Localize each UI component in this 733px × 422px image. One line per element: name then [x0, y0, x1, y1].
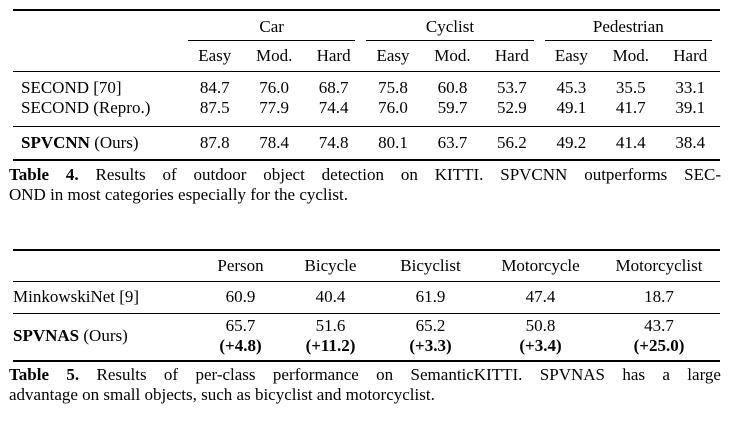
metric-delta: (+3.3) [409, 336, 452, 355]
metric-cell: 76.0 [259, 78, 290, 97]
group-label-pedestrian: Pedestrian [544, 17, 712, 41]
metric-cell: 18.7 [598, 281, 720, 314]
metric-cell: 40.4 [283, 281, 378, 314]
metric-cell: 35.5 [615, 78, 646, 97]
col-header-cyclist-mod: Mod. [422, 41, 483, 72]
metric-cell: 47.4 [483, 281, 598, 314]
metric-delta: (+4.8) [219, 336, 262, 355]
table5-caption-label: Table 5. [9, 365, 80, 384]
table-row-second: SECOND [70] 84.7 76.0 68.7 75.8 60.8 53.… [13, 72, 720, 99]
metric-cell: 74.8 [303, 126, 364, 160]
metric-cell: 87.5 [199, 98, 230, 117]
metric-value: 50.8 [525, 316, 556, 335]
row-label-spvnas: SPVNAS (Ours) [13, 326, 128, 345]
col-header-bicyclist: Bicyclist [378, 250, 483, 282]
metric-cell: 61.9 [378, 281, 483, 314]
metric-delta: (+25.0) [633, 336, 685, 355]
metric-cell: 49.2 [541, 126, 602, 160]
row-label-second-repro: SECOND (Repro.) [21, 98, 151, 117]
table-row-minkowskinet: MinkowskiNet [9] 60.9 40.4 61.9 47.4 18.… [13, 281, 720, 314]
paper-page: Car Cyclist Pedestrian Easy Mod. Hard Ea… [9, 9, 733, 405]
group-header-car: Car [185, 10, 363, 41]
metric-cell: 38.4 [660, 126, 720, 160]
col-header-car-hard: Hard [303, 41, 364, 72]
metric-cell: 75.8 [378, 78, 408, 97]
col-header-bicycle: Bicycle [283, 250, 378, 282]
metric-value: 65.2 [415, 316, 446, 335]
metric-cell: 77.9 [259, 98, 290, 117]
metric-delta: (+3.4) [519, 336, 562, 355]
col-header-car-easy: Easy [185, 41, 245, 72]
corner-cell [13, 250, 198, 282]
table-row-spvnas: SPVNAS (Ours) 65.7 (+4.8) 51.6 (+11.2) 6… [13, 314, 720, 362]
table5-caption-line1: Table 5. Results of per-class performanc… [9, 365, 721, 384]
metric-cell: 80.1 [363, 126, 423, 160]
metric-cell: 33.1 [675, 78, 706, 97]
col-header-motorcycle: Motorcycle [483, 250, 598, 282]
col-header-car-mod: Mod. [244, 41, 304, 72]
group-header-cyclist: Cyclist [363, 10, 541, 41]
metric-cell: 45.3 [556, 78, 587, 97]
metric-cell: 74.4 [318, 98, 349, 117]
metric-cell: 87.8 [185, 126, 245, 160]
metric-cell: 53.7 [497, 78, 527, 97]
col-header-pedestrian-hard: Hard [660, 41, 720, 72]
row-label-spvcnn: SPVCNN (Ours) [13, 126, 185, 160]
metric-value: 65.7 [225, 316, 256, 335]
corner-cell [13, 41, 185, 72]
metric-value: 51.6 [315, 316, 346, 335]
table5-header-row: Person Bicycle Bicyclist Motorcycle Moto… [13, 250, 720, 282]
metric-delta: (+11.2) [305, 336, 356, 355]
metric-cell: 39.1 [675, 98, 706, 117]
metric-cell: 76.0 [378, 98, 408, 117]
row-label-second: SECOND [70] [21, 78, 122, 97]
col-header-person: Person [198, 250, 283, 282]
metric-cell: 65.7 (+4.8) [198, 314, 283, 362]
metric-cell: 60.8 [437, 78, 468, 97]
table5-semantickitti: Person Bicycle Bicyclist Motorcycle Moto… [13, 249, 720, 362]
table5-caption: Table 5. Results of per-class performanc… [9, 365, 721, 405]
metric-cell: 84.7 [199, 78, 230, 97]
metric-cell: 78.4 [244, 126, 304, 160]
table5-caption-line2: advantage on small objects, such as bicy… [9, 385, 435, 404]
metric-cell: 49.1 [556, 98, 587, 117]
row-label-minkowskinet: MinkowskiNet [9] [13, 281, 198, 314]
col-header-cyclist-easy: Easy [363, 41, 423, 72]
table-row-spvcnn: SPVCNN (Ours) 87.8 78.4 74.8 80.1 63.7 5… [13, 126, 720, 160]
corner-cell [13, 10, 185, 41]
table4-group-header-row: Car Cyclist Pedestrian [13, 10, 720, 41]
table-row-second-repro: SECOND (Repro.) 87.5 77.9 74.4 76.0 59.7… [13, 98, 720, 127]
metric-cell: 56.2 [482, 126, 542, 160]
metric-cell: 52.9 [497, 98, 527, 117]
metric-value: 43.7 [644, 316, 674, 335]
metric-cell: 59.7 [437, 98, 468, 117]
table4-kitti-detection: Car Cyclist Pedestrian Easy Mod. Hard Ea… [13, 9, 720, 161]
metric-cell: 68.7 [318, 78, 349, 97]
metric-cell: 41.4 [601, 126, 661, 160]
table4-subheader-row: Easy Mod. Hard Easy Mod. Hard Easy Mod. … [13, 41, 720, 72]
metric-cell: 50.8 (+3.4) [483, 314, 598, 362]
table4-caption-line2: OND in most categories especially for th… [9, 185, 348, 204]
metric-cell: 41.7 [615, 98, 646, 117]
col-header-pedestrian-mod: Mod. [601, 41, 661, 72]
group-header-pedestrian: Pedestrian [542, 10, 720, 41]
metric-cell: 60.9 [198, 281, 283, 314]
metric-cell: 51.6 (+11.2) [283, 314, 378, 362]
table5-section: Person Bicycle Bicyclist Motorcycle Moto… [9, 249, 733, 405]
metric-cell: 43.7 (+25.0) [598, 314, 720, 362]
col-header-cyclist-hard: Hard [482, 41, 542, 72]
table4-section: Car Cyclist Pedestrian Easy Mod. Hard Ea… [9, 9, 733, 205]
table4-caption-label: Table 4. [9, 165, 79, 184]
table4-caption-line1: Table 4. Results of outdoor object detec… [9, 165, 722, 184]
group-label-car: Car [188, 17, 356, 41]
metric-cell: 63.7 [422, 126, 483, 160]
table4-caption: Table 4. Results of outdoor object detec… [9, 165, 721, 205]
col-header-motorcyclist: Motorcyclist [598, 250, 720, 282]
col-header-pedestrian-easy: Easy [541, 41, 602, 72]
group-label-cyclist: Cyclist [366, 17, 534, 41]
metric-cell: 65.2 (+3.3) [378, 314, 483, 362]
